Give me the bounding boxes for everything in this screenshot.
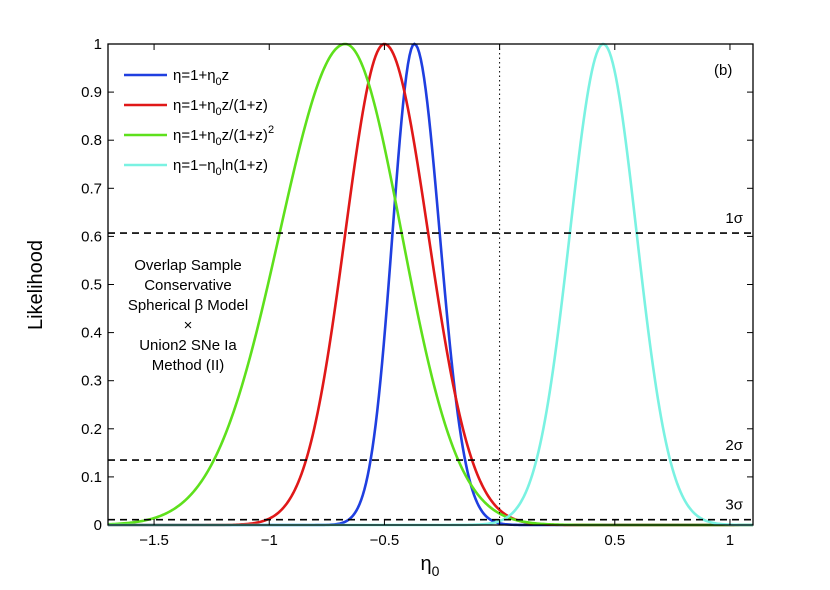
annotation-line-6: Method (II) <box>152 357 225 374</box>
plot-annotation: Overlap Sample Conservative Spherical β Mo… <box>128 257 248 374</box>
annotation-line-4: × <box>184 317 193 334</box>
legend: η=1+η0​z η=1+η0​z/(1+z) η=1+η0​z/(1+z)2 η=1… <box>124 67 274 178</box>
plot-frame <box>107 43 754 526</box>
y-tick-label: 0.7 <box>81 180 102 197</box>
annotation-line-3: Spherical β Model <box>128 297 248 314</box>
y-tick-label: 0.4 <box>81 325 102 342</box>
sigma-label-3: 3σ <box>725 497 743 514</box>
y-tick-label: 0.8 <box>81 132 102 149</box>
y-tick-label: 0 <box>94 517 102 534</box>
ticks-layer: −1.5 −1 −0.5 0 0.5 1 0 0.1 0.2 0.3 0.4 0.5 0.6 0.7 0.8… <box>81 36 753 549</box>
annotation-line-1: Overlap Sample <box>134 257 242 274</box>
annotation-line-5: Union2 SNe Ia <box>139 337 237 354</box>
y-tick-label: 0.3 <box>81 373 102 390</box>
legend-label-2: η=1+η0​z/(1+z) <box>173 97 268 118</box>
reference-lines-layer: 1σ 2σ 3σ <box>108 44 753 525</box>
x-tick-label: −0.5 <box>370 532 400 549</box>
x-tick-label: 0.5 <box>604 532 625 549</box>
y-tick-label: 0.5 <box>81 277 102 294</box>
x-tick-label: −1 <box>261 532 278 549</box>
legend-label-3: η=1+η0​z/(1+z)2 <box>173 124 274 148</box>
y-tick-label: 0.1 <box>81 469 102 486</box>
legend-label-4: η=1−η0​ln(1+z) <box>173 157 268 178</box>
sigma-label-1: 1σ <box>725 210 743 227</box>
y-tick-label: 0.9 <box>81 84 102 101</box>
x-axis-title: η0 <box>421 553 440 579</box>
y-tick-label: 0.2 <box>81 421 102 438</box>
panel-label: (b) <box>714 62 732 79</box>
legend-label-1: η=1+η0​z <box>173 67 229 88</box>
annotation-line-2: Conservative <box>144 277 232 294</box>
y-axis-title: Likelihood <box>25 240 47 330</box>
y-tick-label: 1 <box>94 36 102 53</box>
x-tick-label: 0 <box>495 532 503 549</box>
x-tick-label: −1.5 <box>139 532 169 549</box>
x-tick-label: 1 <box>726 532 734 549</box>
sigma-label-2: 2σ <box>725 437 743 454</box>
y-tick-label: 0.6 <box>81 228 102 245</box>
